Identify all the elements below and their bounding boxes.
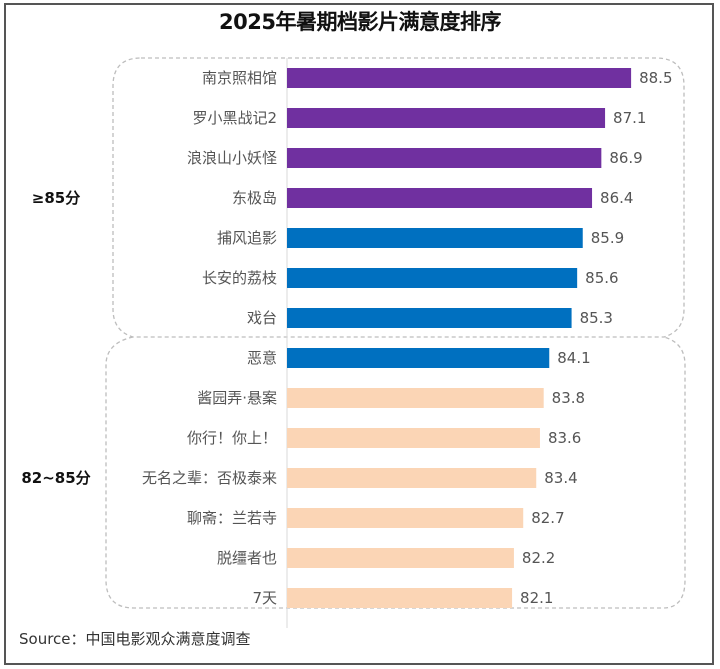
bar — [287, 348, 550, 368]
category-label: 无名之辈：否极泰来 — [142, 469, 277, 487]
value-label: 85.3 — [580, 309, 613, 327]
value-label: 83.8 — [552, 389, 585, 407]
category-label: 罗小黑战记2 — [192, 109, 277, 127]
category-label: 聊斋：兰若寺 — [187, 509, 277, 527]
bar — [287, 268, 578, 288]
value-label: 88.5 — [639, 69, 672, 87]
category-label: 长安的荔枝 — [202, 269, 277, 287]
bar — [287, 108, 606, 128]
bar — [287, 428, 540, 448]
bar — [287, 388, 544, 408]
category-label: 酱园弄·悬案 — [197, 389, 277, 407]
category-label: 浪浪山小妖怪 — [187, 149, 277, 167]
category-label: 恶意 — [247, 349, 277, 367]
category-label: 脱缰者也 — [217, 549, 277, 567]
value-label: 85.6 — [585, 269, 618, 287]
group-bracket-high — [112, 57, 685, 338]
category-label: 你行！你上！ — [187, 429, 277, 447]
bar — [287, 588, 513, 608]
source-note: Source：中国电影观众满意度调查 — [19, 630, 251, 648]
bar — [287, 308, 572, 328]
bar — [287, 548, 514, 568]
category-label: 戏台 — [247, 309, 277, 327]
chart-title: 2025年暑期档影片满意度排序 — [219, 10, 501, 34]
value-label: 86.9 — [609, 149, 642, 167]
category-label: 东极岛 — [232, 189, 277, 207]
value-label: 82.7 — [531, 509, 564, 527]
bar — [287, 188, 593, 208]
value-label: 85.9 — [591, 229, 624, 247]
category-label: 7天 — [252, 589, 277, 607]
group-label-mid: 82~85分 — [21, 469, 90, 487]
category-label: 捕风追影 — [217, 229, 277, 247]
value-label: 83.4 — [544, 469, 577, 487]
bar — [287, 468, 537, 488]
bar — [287, 148, 602, 168]
bar — [287, 68, 632, 88]
group-label-high: ≥85分 — [32, 189, 80, 207]
bars: 南京照相馆 88.5 罗小黑战记2 87.1 浪浪山小妖怪 86.9 东极岛 86.4 捕风追影… — [142, 68, 673, 608]
bar — [287, 508, 524, 528]
value-label: 84.1 — [557, 349, 590, 367]
value-label: 82.1 — [520, 589, 553, 607]
bar — [287, 228, 583, 248]
category-label: 南京照相馆 — [202, 69, 277, 87]
value-label: 83.6 — [548, 429, 581, 447]
value-label: 86.4 — [600, 189, 633, 207]
value-label: 82.2 — [522, 549, 555, 567]
value-label: 87.1 — [613, 109, 646, 127]
